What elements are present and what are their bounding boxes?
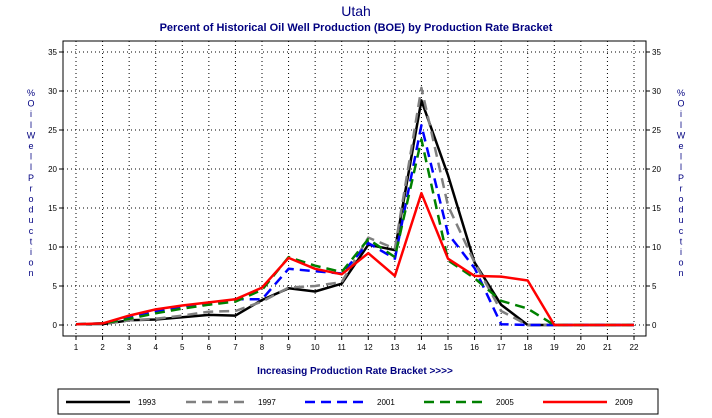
y-label-char-right: u [678,215,683,225]
y-label-char-left: l [30,152,32,162]
y-label-char-left: t [30,236,33,246]
x-tick-label: 5 [180,343,185,352]
series-lines [75,86,634,327]
legend-label-1997: 1997 [258,398,276,407]
series-line-1993 [76,99,634,327]
x-tick-label: 18 [523,343,532,352]
y-label-char-right: c [679,226,684,236]
y-label-char-right: % [677,88,685,98]
x-tick-label: 6 [207,343,212,352]
y-label-char-left: d [28,205,33,215]
x-tick-label: 4 [153,343,158,352]
legend-label-2005: 2005 [496,398,514,407]
y-label-char-left: n [28,268,33,278]
y-tick-label-right: 5 [652,282,657,291]
x-tick-label: 12 [364,343,373,352]
y-tick-label-right: 35 [652,48,661,57]
y-tick-label-left: 5 [53,282,58,291]
y-tick-label-right: 15 [652,204,661,213]
y-label-char-right: P [678,173,684,183]
y-label-char-left: c [29,226,34,236]
y-label-char-left: u [28,215,33,225]
x-tick-label: 22 [630,343,639,352]
chart-title: Utah [341,3,371,19]
x-tick-label: 16 [470,343,479,352]
x-tick-label: 1 [74,343,79,352]
y-tick-label-right: 20 [652,165,661,174]
y-label-char-left: O [27,99,34,109]
x-tick-label: 10 [311,343,320,352]
x-tick-label: 19 [550,343,559,352]
series-line-2001 [75,124,634,327]
y-tick-label-left: 25 [48,126,57,135]
y-label-char-left: P [28,173,34,183]
y-tick-label-right: 30 [652,87,661,96]
y-label-char-right: i [680,109,682,119]
legend-label-1993: 1993 [138,398,156,407]
legend-label-2001: 2001 [377,398,395,407]
y-label-char-left: i [30,247,32,257]
legend: 1993 1997 2001 2005 2009 [66,398,633,407]
y-label-char-left: l [30,120,32,130]
y-label-char-left: o [28,194,33,204]
y-label-char-right: W [677,130,686,140]
y-label-char-left: W [27,130,36,140]
y-label-char-right: l [680,162,682,172]
plot-area [62,40,647,337]
y-label-char-left: e [28,141,33,151]
y-tick-label-right: 0 [652,321,657,330]
y-label-char-right: t [680,236,683,246]
x-tick-label: 20 [576,343,585,352]
y-label-char-right: r [680,183,683,193]
y-label-char-right: n [678,268,683,278]
y-label-char-right: o [678,258,683,268]
y-tick-label-left: 20 [48,165,57,174]
series-line-2005 [75,138,634,327]
x-tick-label: 15 [444,343,453,352]
y-label-char-right: O [677,99,684,109]
series-line-2009 [75,191,634,327]
x-tick-label: 3 [127,343,132,352]
y-label-char-right: l [680,120,682,130]
y-tick-label-left: 35 [48,48,57,57]
x-tick-label: 7 [233,343,238,352]
x-axis-label: Increasing Production Rate Bracket >>>> [257,366,453,377]
y-label-char-left: l [30,162,32,172]
series-line-1997 [76,86,634,327]
y-label-char-right: i [680,247,682,257]
y-tick-label-right: 10 [652,243,661,252]
y-tick-label-left: 0 [53,321,58,330]
y-tick-label-left: 10 [48,243,57,252]
y-label-char-left: % [27,88,35,98]
y-label-char-left: i [30,109,32,119]
x-tick-label: 8 [260,343,265,352]
grid [63,41,646,336]
x-tick-label: 17 [497,343,506,352]
y-label-char-right: e [678,141,683,151]
y-label-char-right: l [680,152,682,162]
y-tick-label-left: 30 [48,87,57,96]
x-tick-label: 13 [390,343,399,352]
x-tick-label: 14 [417,343,426,352]
y-label-char-right: d [678,205,683,215]
x-tick-label: 11 [338,343,347,352]
axis-ticks: 1 2 3 4 5 6 7 8 9 10 11 12 13 14 15 16 17 18 19 20 21 220 05 51… [48,48,661,352]
y-tick-label-left: 15 [48,204,57,213]
x-tick-label: 2 [100,343,105,352]
y-label-char-left: r [30,183,33,193]
y-label-char-right: o [678,194,683,204]
legend-label-2009: 2009 [615,398,633,407]
y-label-char-left: o [28,258,33,268]
y-tick-label-right: 25 [652,126,661,135]
x-tick-label: 9 [286,343,291,352]
x-tick-label: 21 [603,343,612,352]
chart-subtitle: Percent of Historical Oil Well Productio… [160,22,553,34]
